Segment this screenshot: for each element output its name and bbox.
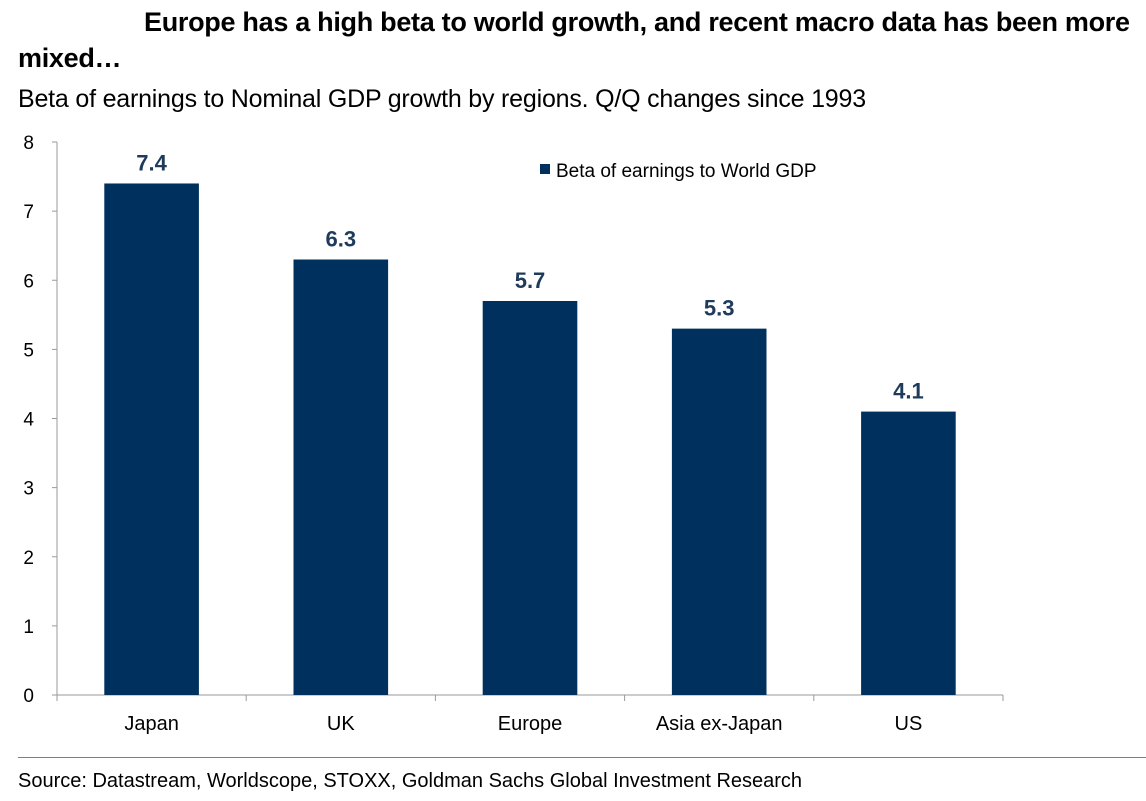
y-tick-label: 7 (23, 202, 34, 223)
x-tick-label: Japan (124, 713, 179, 735)
y-tick-label: 0 (23, 686, 34, 707)
legend-swatch (540, 164, 550, 174)
y-tick-label: 4 (23, 410, 34, 431)
x-tick-label: Asia ex-Japan (656, 713, 783, 735)
data-labels: 7.4 6.3 5.7 5.3 4.1 (136, 150, 923, 403)
bar (861, 411, 956, 695)
x-axis: Japan UK Europe Asia ex-Japan US (56, 694, 1004, 735)
bar-chart: 0 1 2 3 4 5 6 7 8 Japan UK Europe Asia ex-Japan US 7… (23, 133, 1004, 735)
chart-subtitle: Beta of earnings to Nominal GDP growth b… (18, 85, 866, 113)
legend-label: Beta of earnings to World GDP (556, 161, 817, 182)
y-tick-label: 6 (23, 271, 34, 292)
y-tick-label: 3 (23, 479, 34, 500)
bar-value-label: 4.1 (893, 379, 924, 404)
bars (104, 183, 956, 695)
bar-value-label: 5.7 (515, 268, 546, 293)
bar (104, 183, 199, 695)
y-tick-label: 2 (23, 548, 34, 569)
bar (293, 259, 389, 695)
source-note: Source: Datastream, Worldscope, STOXX, G… (18, 770, 803, 792)
y-tick-label: 8 (23, 133, 34, 154)
bar-value-label: 5.3 (704, 296, 735, 321)
y-axis: 0 1 2 3 4 5 6 7 8 (23, 133, 58, 707)
bar (671, 328, 767, 695)
bar (482, 300, 578, 695)
source-divider (18, 757, 1146, 758)
y-tick-label: 1 (23, 617, 34, 638)
x-tick-label: Europe (498, 713, 563, 735)
legend: Beta of earnings to World GDP (540, 161, 817, 182)
bar-value-label: 6.3 (326, 227, 357, 252)
x-tick-label: UK (327, 713, 355, 735)
bar-value-label: 7.4 (136, 150, 167, 175)
x-tick-label: US (895, 713, 923, 735)
chart-title: Europe has a high beta to world growth, … (18, 7, 1130, 73)
y-tick-label: 5 (23, 340, 34, 361)
